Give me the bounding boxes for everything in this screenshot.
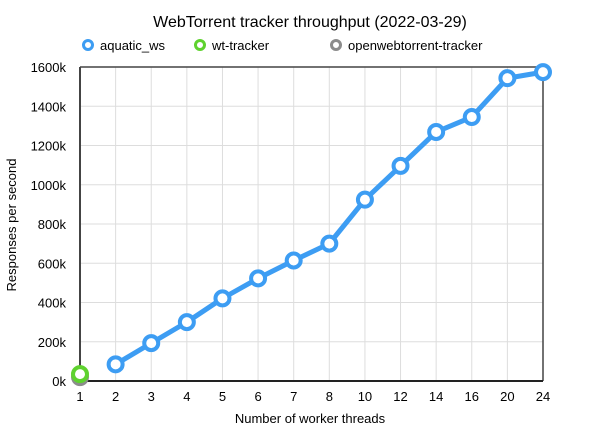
data-point-wt-tracker [71, 365, 89, 384]
x-axis-label: Number of worker threads [235, 411, 386, 426]
x-tick-label: 14 [429, 389, 443, 404]
data-point-aquatic_ws [427, 122, 446, 141]
y-tick-label: 200k [38, 335, 67, 350]
x-tick-label: 20 [500, 389, 514, 404]
x-tick-label: 12 [393, 389, 407, 404]
data-point-aquatic_ws [391, 156, 410, 175]
x-tick-label: 3 [148, 389, 155, 404]
series-layer [71, 63, 552, 387]
data-point-aquatic_ws [498, 69, 517, 88]
x-tick-label: 6 [254, 389, 261, 404]
x-tick-label: 8 [326, 389, 333, 404]
data-point-aquatic_ws [249, 269, 268, 288]
x-tick-label: 7 [290, 389, 297, 404]
y-tick-label: 800k [38, 217, 67, 232]
x-tick-label: 16 [465, 389, 479, 404]
y-tick-label: 0k [52, 374, 66, 389]
legend-marker-aquatic_ws [82, 39, 94, 51]
legend-label-wt-tracker: wt-tracker [211, 38, 270, 53]
chart-title: WebTorrent tracker throughput (2022-03-2… [153, 14, 467, 31]
x-tick-label: 1 [76, 389, 83, 404]
data-point-aquatic_ws [142, 334, 161, 353]
x-tick-label: 4 [183, 389, 190, 404]
data-point-aquatic_ws [213, 289, 232, 308]
x-tick-label: 5 [219, 389, 226, 404]
y-tick-label: 1000k [31, 178, 67, 193]
y-tick-label: 1400k [31, 99, 67, 114]
x-tick-label: 10 [358, 389, 372, 404]
legend-marker-openwebtorrent-tracker [330, 39, 342, 51]
legend: aquatic_ws wt-tracker openwebtorrent-track… [82, 38, 483, 53]
data-point-aquatic_ws [284, 251, 303, 270]
legend-label-openwebtorrent-tracker: openwebtorrent-tracker [348, 38, 483, 53]
legend-marker-wt-tracker [194, 39, 206, 51]
data-point-aquatic_ws [355, 190, 374, 209]
y-tick-label: 1600k [31, 60, 67, 75]
x-tick-label: 24 [536, 389, 550, 404]
y-axis-label: Responses per second [4, 159, 19, 292]
axes: 1 2 3 4 5 6 7 8 10 12 14 16 20 240k200k400k600k800k10… [31, 60, 551, 404]
y-tick-label: 600k [38, 256, 67, 271]
data-point-aquatic_ws [320, 234, 339, 253]
data-point-aquatic_ws [462, 108, 481, 127]
y-tick-label: 1200k [31, 139, 67, 154]
y-tick-label: 400k [38, 296, 67, 311]
data-point-aquatic_ws [177, 313, 196, 332]
x-tick-label: 2 [112, 389, 119, 404]
data-point-aquatic_ws [534, 63, 552, 82]
legend-label-aquatic_ws: aquatic_ws [100, 38, 166, 53]
data-point-aquatic_ws [106, 355, 125, 374]
